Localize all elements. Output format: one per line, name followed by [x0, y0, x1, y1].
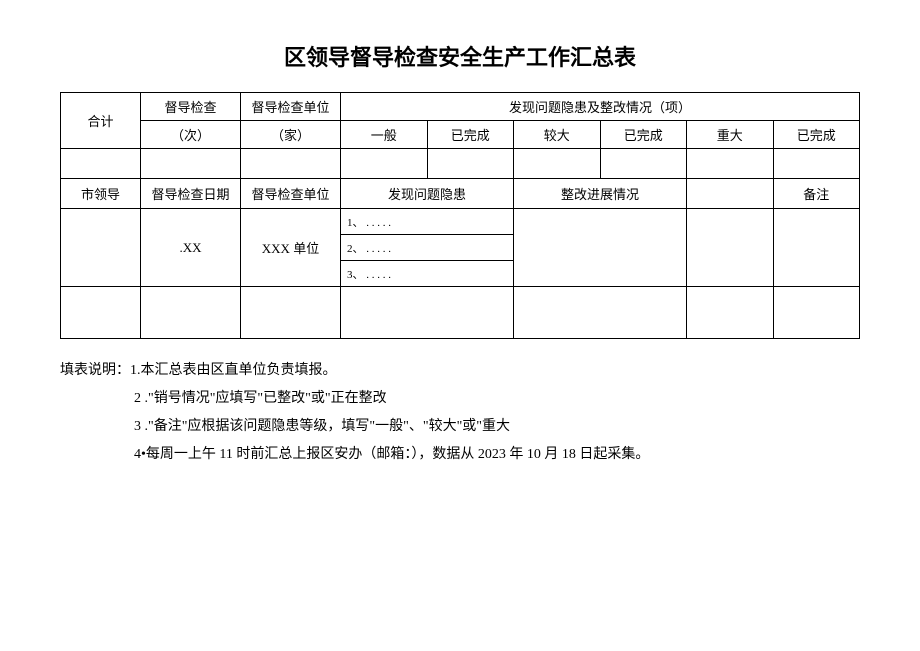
- note-line-1: 填表说明：1.本汇总表由区直单位负责填报。: [60, 357, 860, 385]
- cell-problems: 发现问题隐患: [341, 179, 514, 209]
- cell-leader: 市领导: [61, 179, 141, 209]
- cell-item3: 3、 . . . . .: [341, 261, 514, 287]
- empty-cell: [687, 179, 774, 209]
- empty-cell: [773, 287, 860, 339]
- cell-sub-done2: 已完成: [600, 121, 687, 149]
- empty-cell: [61, 287, 141, 339]
- cell-sub-general: 一般: [341, 121, 428, 149]
- cell-check-times-1: 督导检查: [141, 93, 241, 121]
- empty-cell: [687, 149, 774, 179]
- empty-cell: [514, 149, 601, 179]
- cell-check-date: 督导检查日期: [141, 179, 241, 209]
- empty-cell: [514, 209, 687, 287]
- note-line-2: 2 ."销号情况"应填写"已整改"或"正在整改: [60, 385, 860, 413]
- cell-remark: 备注: [773, 179, 860, 209]
- cell-check-unit-1: 督导检查单位: [241, 93, 341, 121]
- cell-check-times-2: （次）: [141, 121, 241, 149]
- empty-cell: [773, 209, 860, 287]
- empty-cell: [687, 287, 774, 339]
- note-line-3: 3 ."备注"应根据该问题隐患等级，填写"一般"、"较大"或"重大: [60, 413, 860, 441]
- empty-cell: [341, 149, 428, 179]
- empty-cell: [600, 149, 687, 179]
- cell-item1: 1、 . . . . .: [341, 209, 514, 235]
- cell-check-unit: 督导检查单位: [241, 179, 341, 209]
- cell-sub-major: 较大: [514, 121, 601, 149]
- empty-cell: [427, 149, 514, 179]
- cell-unit: XXX 单位: [241, 209, 341, 287]
- empty-cell: [241, 287, 341, 339]
- cell-date: .XX: [141, 209, 241, 287]
- empty-cell: [61, 209, 141, 287]
- notes-section: 填表说明：1.本汇总表由区直单位负责填报。 2 ."销号情况"应填写"已整改"或…: [60, 357, 860, 469]
- empty-cell: [241, 149, 341, 179]
- cell-sub-done1: 已完成: [427, 121, 514, 149]
- empty-cell: [141, 287, 241, 339]
- cell-sub-severe: 重大: [687, 121, 774, 149]
- empty-cell: [341, 287, 514, 339]
- empty-cell: [687, 209, 774, 287]
- cell-problems-header: 发现问题隐患及整改情况（项）: [341, 93, 860, 121]
- cell-total: 合计: [61, 93, 141, 149]
- cell-sub-done3: 已完成: [773, 121, 860, 149]
- note-line-4: 4•每周一上午 11 时前汇总上报区安办（邮箱：），数据从 2023 年 10 …: [60, 441, 860, 469]
- empty-cell: [773, 149, 860, 179]
- page-title: 区领导督导检查安全生产工作汇总表: [60, 40, 860, 72]
- empty-cell: [61, 149, 141, 179]
- cell-progress: 整改进展情况: [514, 179, 687, 209]
- empty-cell: [514, 287, 687, 339]
- summary-table: 合计 督导检查 督导检查单位 发现问题隐患及整改情况（项） （次） （家） 一般…: [60, 92, 860, 339]
- cell-check-unit-2: （家）: [241, 121, 341, 149]
- empty-cell: [141, 149, 241, 179]
- cell-item2: 2、 . . . . .: [341, 235, 514, 261]
